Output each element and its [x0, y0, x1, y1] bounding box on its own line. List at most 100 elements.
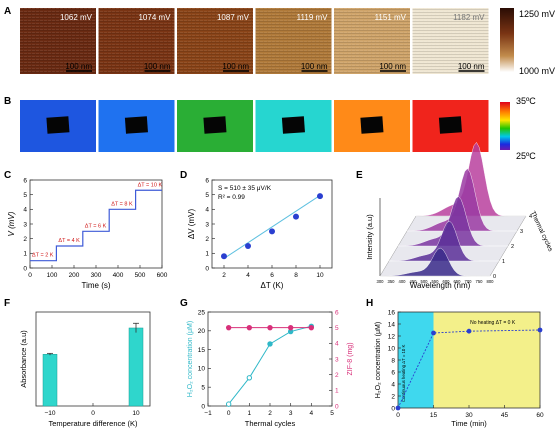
chart-d: 2 4 6 8 10 0 1 2 3 4 5 6 S = 510 ± 35 μV/K R² = 0.99 Δ… [187, 177, 333, 290]
afm-tile-label: 1151 mV [375, 13, 407, 22]
y2-tick-label: 0 [335, 403, 339, 410]
y-tick-label: 2 [391, 393, 395, 400]
data-point [267, 324, 273, 331]
afm-tile-label: 1074 mV [138, 13, 171, 22]
voltage-step-line [30, 189, 162, 262]
afm-tile-label: 1062 mV [60, 13, 93, 22]
chart-c: 0 100 200 300 400 500 600 0 1 2 3 4 5 6 ΔT = 2 K ΔT = 4… [7, 177, 168, 290]
data-point [221, 253, 227, 260]
x-tick-label: 4 [246, 272, 250, 279]
region-label: Continuous heating ΔT = 10 K [401, 344, 406, 402]
x-tick-label: 8 [294, 272, 298, 279]
y-tick-label: 20 [198, 328, 206, 335]
x-tick-label: 450 [410, 279, 418, 284]
y2-tick-label: 6 [335, 309, 339, 316]
panel-letter-e: E [356, 170, 363, 181]
chart-h: 0 15 30 45 60 0 2 4 6 8 10 12 14 16 Continuous heating… [375, 309, 544, 428]
afm-scale-label: 100 nm [379, 62, 406, 71]
thermal-sample [360, 116, 384, 134]
y-tick-label: 3 [205, 221, 209, 228]
data-point [287, 324, 294, 331]
step-label: ΔT = 10 K [138, 182, 163, 188]
x-tick-label: 600 [443, 279, 451, 284]
x-tick-label: 700 [465, 279, 473, 284]
y-tick-label: 25 [198, 309, 206, 316]
panel-b-colorbar-bottom: 25ºC [516, 151, 536, 161]
panel-a-colorbar-top: 1250 mV [519, 9, 555, 19]
thermal-sample [438, 116, 462, 134]
fit-annotation: S = 510 ± 35 μV/K [218, 185, 272, 192]
y-tick-label: 1 [205, 251, 209, 258]
step-label: ΔT = 8 K [111, 201, 133, 207]
spectrum-series [388, 220, 499, 262]
x-tick-label: 200 [69, 272, 80, 279]
y-tick-label: 6 [391, 369, 395, 376]
y-tick-label: 12 [388, 333, 396, 340]
region-label: No heating ΔT = 0 K [470, 320, 516, 326]
x-tick-label: 2 [222, 272, 226, 279]
chart-f: −10 0 10 Temperature difference (K) Absorban… [19, 311, 151, 428]
panel-letter-d: D [180, 170, 187, 181]
panel-b-tiles [20, 100, 489, 152]
x-tick-label: 800 [487, 279, 495, 284]
y-tick-label: 0 [391, 405, 395, 412]
y-tick-label: 0 [205, 265, 209, 272]
afm-scale-label: 100 nm [301, 62, 328, 71]
panel-letter-h: H [366, 298, 373, 309]
x-tick-label: −10 [44, 410, 55, 417]
y2-tick-label: 5 [335, 325, 339, 332]
thermal-sample [46, 116, 70, 134]
data-point [537, 327, 543, 333]
data-point [293, 213, 299, 220]
x-axis-title: ΔT (K) [261, 281, 284, 290]
x-axis-title: Time (min) [451, 419, 487, 428]
panel-letter-f: F [4, 298, 10, 309]
x-axis-title: Temperature difference (K) [48, 419, 138, 428]
data-point [246, 324, 253, 331]
y2-tick-label: 2 [335, 372, 339, 379]
shaded-region [398, 312, 434, 408]
x-tick-label: 0 [28, 272, 32, 279]
afm-tile-texture [412, 8, 489, 74]
x-tick-label: 15 [430, 412, 438, 419]
y2-tick-label: 3 [335, 356, 339, 363]
series-line [397, 329, 541, 409]
x-tick-label: 0 [91, 410, 95, 417]
panel-a-tiles: 1062 mV 100 nm 1074 mV 100 nm 1087 mV 100 nm 1… [20, 8, 489, 74]
y-tick-label: 8 [391, 357, 395, 364]
y-tick-label: 10 [198, 366, 206, 373]
y-tick-label: 2 [205, 236, 209, 243]
data-point [245, 243, 251, 249]
panel-letter-b: B [4, 96, 11, 107]
y-tick-label: 15 [198, 347, 206, 354]
y2-axis-title: ZIF-8 (mg) [347, 342, 354, 375]
step-label: ΔT = 4 K [58, 238, 80, 244]
panel-letter-a: A [4, 6, 11, 17]
data-point [246, 375, 253, 381]
x-tick-label: 30 [465, 412, 473, 419]
x-tick-label: 300 [91, 272, 102, 279]
z-tick-label: 2 [511, 244, 514, 250]
y-tick-label: 4 [205, 207, 209, 214]
y-tick-label: 6 [23, 177, 27, 184]
data-point [225, 324, 232, 331]
series-line [228, 325, 312, 405]
y-tick-label: 5 [205, 192, 209, 199]
afm-scale-label: 100 nm [222, 62, 249, 71]
x-tick-label: 60 [536, 412, 544, 419]
x-tick-label: 0 [396, 412, 400, 419]
afm-scale-label: 100 nm [458, 62, 485, 71]
y-tick-label: 5 [23, 192, 27, 199]
x-axis-title: Time (s) [81, 281, 110, 290]
data-point [466, 328, 472, 334]
spectrum-series [379, 247, 490, 277]
x-tick-label: −1 [204, 410, 212, 417]
fit-annotation: R² = 0.99 [218, 194, 245, 201]
afm-scale-label: 100 nm [65, 62, 92, 71]
x-tick-label: 0 [227, 410, 231, 417]
thermal-sample [281, 116, 305, 134]
x-tick-label: 600 [157, 272, 168, 279]
x-axis-title: Wavelength (nm) [410, 281, 471, 290]
